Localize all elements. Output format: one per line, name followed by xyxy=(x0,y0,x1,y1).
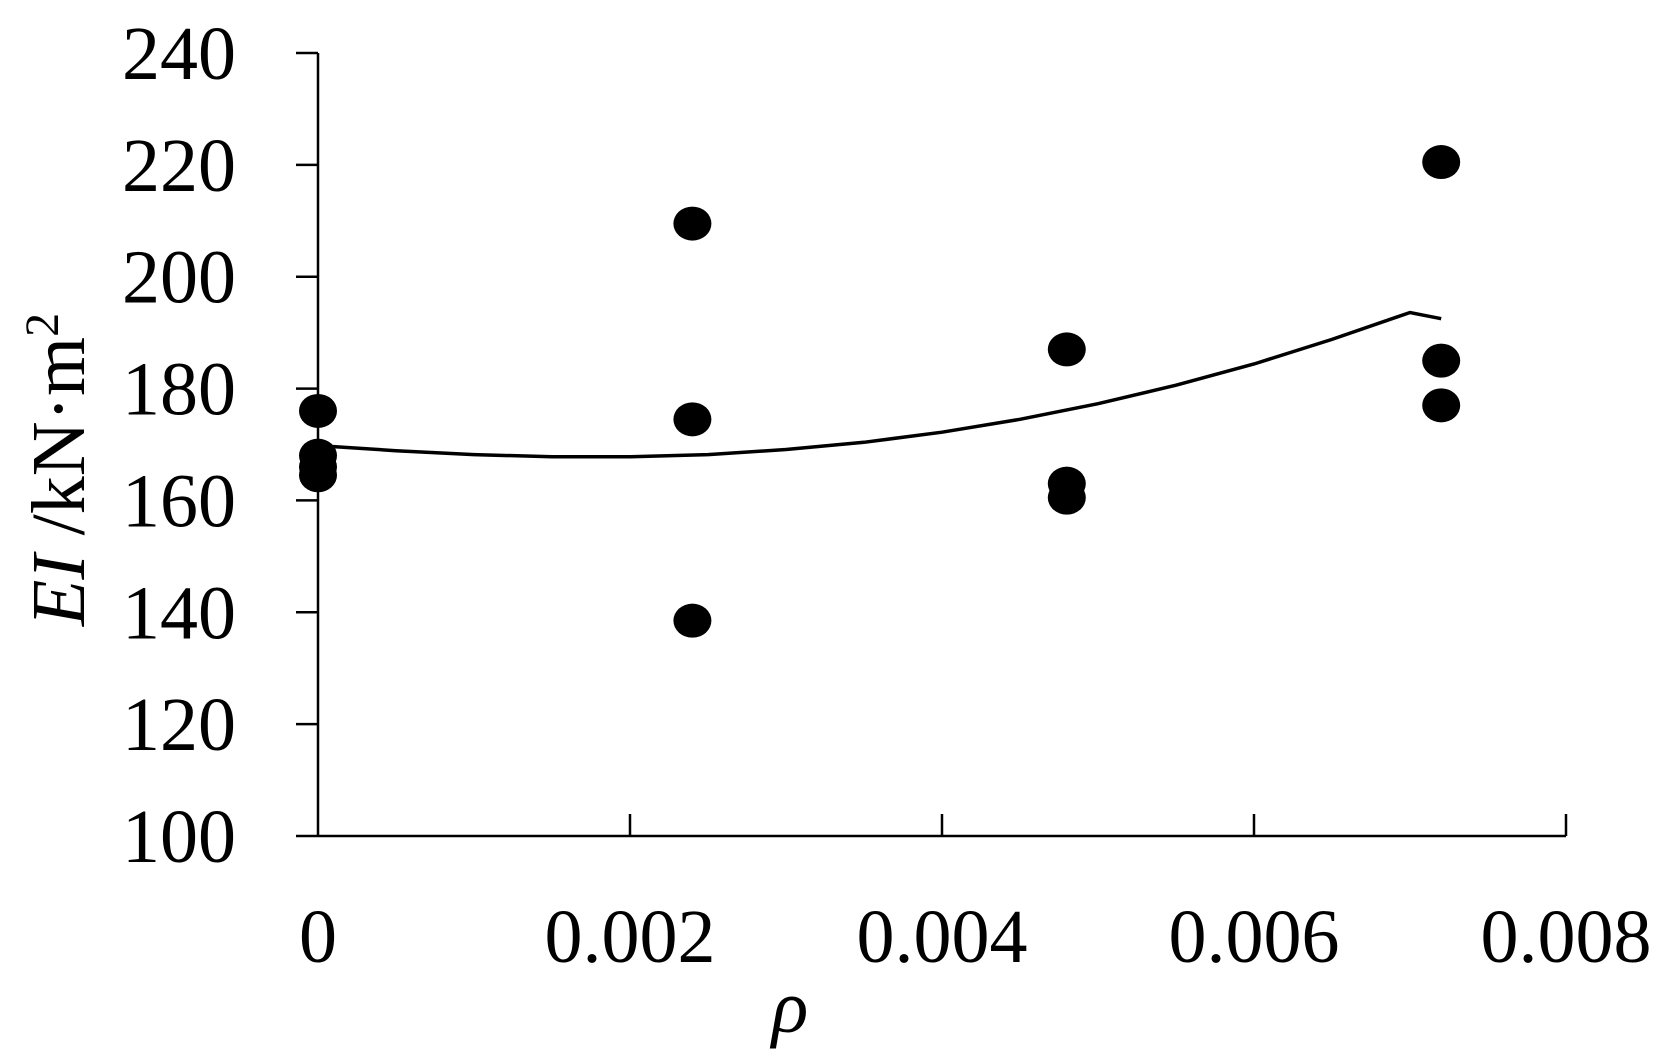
data-points xyxy=(299,145,1461,638)
y-ticks: 100 120 140 160 180 200 220 240 xyxy=(122,12,318,879)
y-tick-label: 140 xyxy=(122,571,236,655)
x-ticks: 0 0.002 0.004 0.006 0.008 xyxy=(299,814,1652,979)
x-tick-label: 0.006 xyxy=(1169,895,1340,979)
x-tick-label: 0.008 xyxy=(1481,895,1652,979)
data-point xyxy=(673,402,712,437)
data-point xyxy=(1047,480,1086,515)
y-tick-label: 120 xyxy=(122,683,236,767)
x-tick-label: 0.002 xyxy=(545,895,716,979)
y-tick-label: 180 xyxy=(122,348,236,432)
y-tick-label: 160 xyxy=(122,459,236,543)
data-point xyxy=(1047,332,1086,367)
trend-line xyxy=(317,310,1442,459)
y-tick-label: 240 xyxy=(122,12,236,96)
y-axis-title-symbol: EI xyxy=(17,551,101,627)
data-point xyxy=(1422,343,1461,378)
axes xyxy=(316,53,1566,838)
y-tick-label: 220 xyxy=(122,124,236,208)
x-tick-label: 0.004 xyxy=(857,895,1028,979)
data-point xyxy=(1422,388,1461,423)
data-point xyxy=(673,603,712,638)
y-axis-title-exponent: 2 xyxy=(16,313,69,337)
data-point xyxy=(299,458,337,493)
y-tick-label: 200 xyxy=(122,236,236,320)
data-point xyxy=(673,206,712,241)
data-point xyxy=(299,393,337,428)
y-tick-label: 100 xyxy=(122,795,236,879)
x-tick-label: 0 xyxy=(299,895,337,979)
data-point xyxy=(1422,145,1461,180)
y-axis-title-unit: /kN·m xyxy=(17,337,101,554)
x-axis-title: ρ xyxy=(770,965,808,1049)
y-axis-title: EI /kN·m2 xyxy=(16,313,102,627)
